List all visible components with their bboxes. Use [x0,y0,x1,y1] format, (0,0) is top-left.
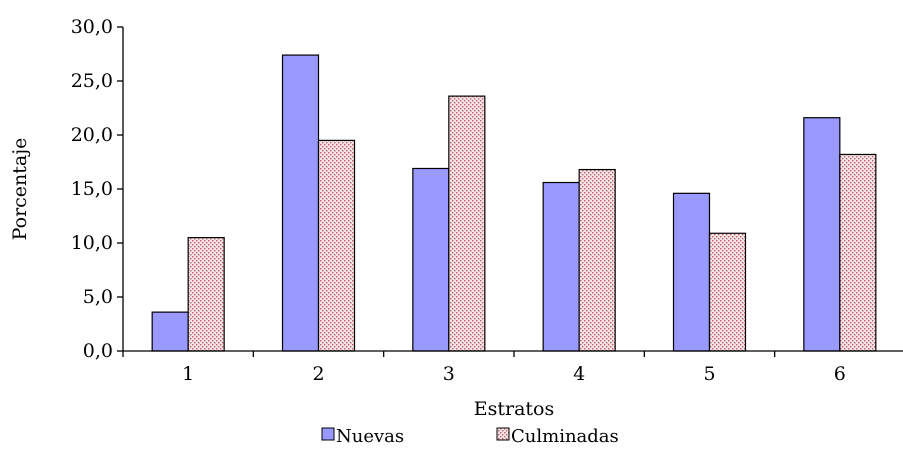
legend: Nuevas Culminadas [321,426,619,447]
y-tick-label: 20,0 [71,124,113,146]
bar-culminadas-3 [448,95,486,352]
x-axis-title: Estratos [474,398,555,420]
y-axis-title: Porcentaje [9,138,31,241]
bar-nuevas-1 [151,311,189,352]
bar-nuevas-2 [281,54,320,352]
y-tick-label: 25,0 [71,70,113,92]
y-axis: 0,0 5,0 10,0 15,0 20,0 25,0 30,0 [71,16,124,362]
bar-culminadas-4 [578,168,616,352]
x-axis: 1 2 3 4 5 6 [122,350,903,385]
x-tick-label: 6 [834,363,846,385]
y-tick-label: 15,0 [71,178,113,200]
bar-culminadas-6 [839,153,877,352]
y-tick-label: 0,0 [83,340,113,362]
x-tick-label: 4 [573,363,585,385]
legend-swatch-nuevas [321,427,335,441]
bar-culminadas-2 [317,139,356,352]
bar-nuevas-5 [672,192,711,352]
x-tick-label: 1 [182,363,194,385]
x-tick-label: 5 [703,363,715,385]
bar-culminadas-5 [708,232,747,352]
bar-nuevas-3 [412,167,450,352]
bar-culminadas-1 [187,237,225,352]
legend-swatch-culminadas [496,427,510,441]
y-tick-label: 30,0 [71,16,113,38]
x-tick-label: 3 [443,363,455,385]
plot-area [151,54,877,352]
x-tick-label: 2 [312,363,324,385]
y-tick-label: 10,0 [71,232,113,254]
bar-nuevas-4 [542,181,580,352]
legend-label-nuevas: Nuevas [336,426,404,447]
legend-label-culminadas: Culminadas [511,426,619,447]
y-tick-label: 5,0 [83,286,113,308]
bar-nuevas-6 [803,117,841,352]
